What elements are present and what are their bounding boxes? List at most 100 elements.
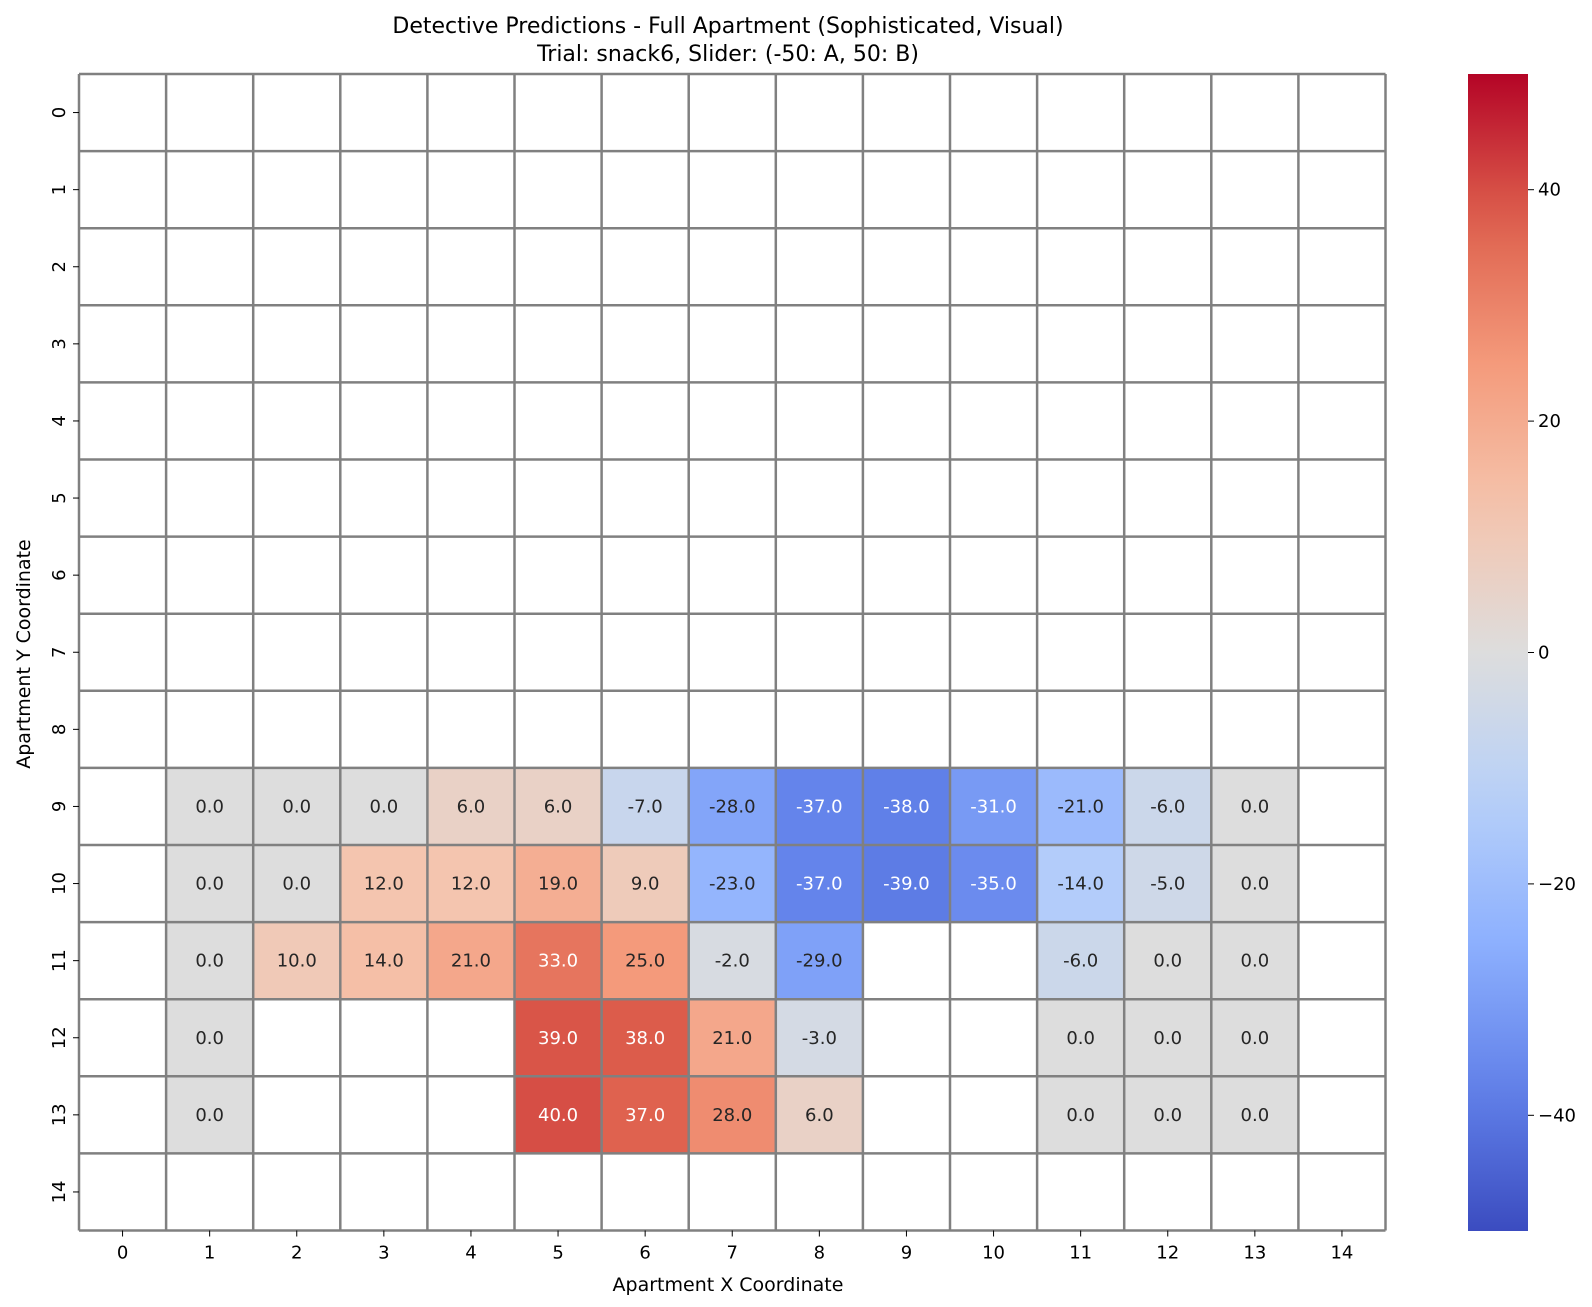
heatmap-cell <box>601 1076 689 1154</box>
heatmap-cell <box>862 767 950 845</box>
heatmap-cell <box>1037 1076 1125 1154</box>
colorbar-tick-label: 20 <box>1538 411 1561 432</box>
heatmap-cell <box>1211 767 1299 845</box>
heatmap-cell <box>775 999 863 1077</box>
cell-value-label: 0.0 <box>1153 1105 1182 1126</box>
x-tick-label: 9 <box>901 1243 912 1264</box>
y-axis-label: Apartment Y Coordinate <box>13 539 35 769</box>
y-tick-label: 14 <box>49 1180 70 1203</box>
heatmap-cell <box>601 767 689 845</box>
cell-value-label: 0.0 <box>195 1028 224 1049</box>
heatmap-cell <box>1124 999 1212 1077</box>
cell-value-label: 33.0 <box>538 951 578 972</box>
cell-value-label: 12.0 <box>364 874 404 895</box>
colorbar: 40 20 0 −20 −40 <box>1468 74 1576 1231</box>
cell-value-label: 0.0 <box>195 1105 224 1126</box>
x-tick-label: 2 <box>291 1243 302 1264</box>
cell-value-label: -37.0 <box>796 874 843 895</box>
cell-value-label: 9.0 <box>631 874 660 895</box>
cell-value-label: -2.0 <box>715 951 750 972</box>
heatmap-cell <box>514 767 602 845</box>
cell-value-label: 28.0 <box>712 1105 752 1126</box>
chart-subtitle: Trial: snack6, Slider: (-50: A, 50: B) <box>536 42 919 67</box>
heatmap-cell <box>688 767 776 845</box>
heatmap-cell <box>775 1076 863 1154</box>
colorbar-tick-label: −20 <box>1538 874 1576 895</box>
heatmap-cell <box>253 845 341 923</box>
x-tick-label: 6 <box>639 1243 650 1264</box>
cell-value-label: 0.0 <box>282 874 311 895</box>
cell-value-label: -28.0 <box>709 796 756 817</box>
heatmap-cell <box>253 767 341 845</box>
heatmap-cell <box>253 922 341 1000</box>
heatmap-cell <box>340 922 428 1000</box>
y-tick-label: 11 <box>49 949 70 972</box>
cell-value-label: 0.0 <box>1153 951 1182 972</box>
cell-value-label: -37.0 <box>796 796 843 817</box>
heatmap-cell <box>688 845 776 923</box>
cell-value-label: 0.0 <box>282 796 311 817</box>
chart-title: Detective Predictions - Full Apartment (… <box>392 14 1063 39</box>
heatmap-cell <box>166 845 254 923</box>
y-tick-label: 9 <box>49 801 70 812</box>
x-tick-label: 10 <box>982 1243 1005 1264</box>
heatmap-cell <box>688 999 776 1077</box>
y-tick-label: 10 <box>49 872 70 895</box>
cell-value-label: -35.0 <box>970 874 1017 895</box>
cell-value-label: -31.0 <box>970 796 1017 817</box>
cell-value-label: 12.0 <box>451 874 491 895</box>
cell-value-label: 39.0 <box>538 1028 578 1049</box>
x-tick-label: 12 <box>1156 1243 1179 1264</box>
cell-value-label: 0.0 <box>195 951 224 972</box>
x-tick-label: 7 <box>727 1243 738 1264</box>
heatmap-cell <box>601 999 689 1077</box>
colorbar-gradient <box>1468 74 1528 1231</box>
cell-value-label: 0.0 <box>1066 1028 1095 1049</box>
heatmap-cell <box>1124 767 1212 845</box>
x-tick-label: 13 <box>1243 1243 1266 1264</box>
cell-value-label: 0.0 <box>1153 1028 1182 1049</box>
y-tick-label: 13 <box>49 1103 70 1126</box>
cell-value-label: -14.0 <box>1057 874 1104 895</box>
heatmap-cell <box>166 767 254 845</box>
y-tick-label: 2 <box>49 261 70 272</box>
cell-value-label: 14.0 <box>364 951 404 972</box>
heatmap-cell <box>601 922 689 1000</box>
heatmap-cells <box>166 767 1299 1154</box>
heatmap-cell <box>427 922 515 1000</box>
heatmap-cell <box>1037 767 1125 845</box>
cell-value-label: 21.0 <box>712 1028 752 1049</box>
y-tick-label: 12 <box>49 1026 70 1049</box>
heatmap-grid <box>77 72 1387 1232</box>
cell-value-label: 0.0 <box>1241 796 1270 817</box>
cell-value-label: 0.0 <box>1241 1105 1270 1126</box>
heatmap-cell <box>1124 922 1212 1000</box>
cell-value-label: 6.0 <box>805 1105 834 1126</box>
heatmap-cell <box>1211 1076 1299 1154</box>
cell-value-label: 37.0 <box>625 1105 665 1126</box>
y-tick-label: 1 <box>49 184 70 195</box>
heatmap-cell-labels: 0.0 0.0 0.0 6.0 6.0 -7.0 -28.0 -37.0 -38.0 -31.0 -… <box>195 796 1269 1125</box>
heatmap-cell <box>514 999 602 1077</box>
heatmap-cell <box>1211 999 1299 1077</box>
cell-value-label: -29.0 <box>796 951 843 972</box>
x-tick-label: 5 <box>552 1243 563 1264</box>
x-axis-ticks: 0 1 2 3 4 5 6 7 8 9 10 11 12 13 14 <box>117 1230 1353 1264</box>
heatmap-cell <box>340 845 428 923</box>
heatmap-cell <box>950 845 1038 923</box>
cell-value-label: 0.0 <box>195 796 224 817</box>
heatmap-cell <box>514 922 602 1000</box>
cell-value-label: -23.0 <box>709 874 756 895</box>
y-tick-label: 0 <box>49 107 70 118</box>
cell-value-label: 0.0 <box>195 874 224 895</box>
colorbar-tick-label: 0 <box>1538 643 1549 664</box>
heatmap-cell <box>775 845 863 923</box>
y-tick-label: 3 <box>49 338 70 349</box>
x-tick-label: 14 <box>1330 1243 1353 1264</box>
heatmap-cell <box>1211 845 1299 923</box>
cell-value-label: -6.0 <box>1063 951 1098 972</box>
cell-value-label: -6.0 <box>1150 796 1185 817</box>
cell-value-label: 0.0 <box>1241 951 1270 972</box>
